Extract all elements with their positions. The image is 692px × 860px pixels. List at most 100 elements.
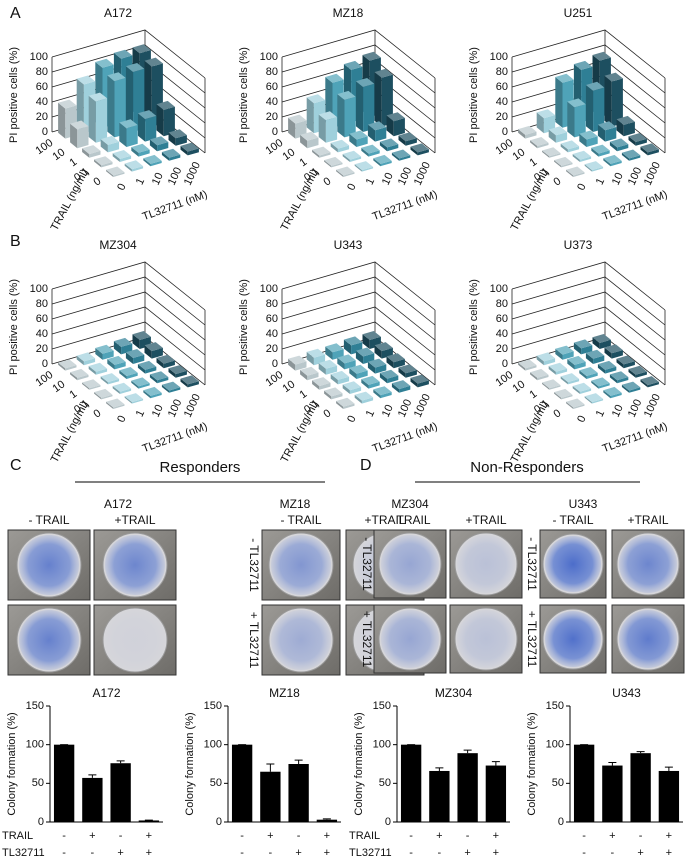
bar-top bbox=[88, 362, 108, 372]
bar-side bbox=[112, 153, 120, 162]
bar-front bbox=[356, 136, 368, 147]
bar-top bbox=[374, 342, 393, 352]
x-tick-label: 1000 bbox=[412, 160, 433, 187]
bar bbox=[391, 149, 411, 161]
x-tick-label: 0 bbox=[345, 182, 358, 193]
bar bbox=[485, 765, 507, 822]
bar-front bbox=[187, 381, 199, 388]
row-label: TL32711 bbox=[2, 847, 45, 859]
bar-top bbox=[100, 135, 120, 145]
bar-top bbox=[542, 379, 561, 389]
sign-label: - bbox=[409, 847, 413, 859]
bar-side bbox=[149, 374, 158, 384]
stain bbox=[381, 535, 439, 593]
bar-side bbox=[379, 141, 388, 152]
bar-top bbox=[94, 156, 113, 166]
bar-top bbox=[367, 121, 387, 131]
bar-top bbox=[592, 51, 611, 61]
bar bbox=[119, 367, 138, 379]
bar-side bbox=[107, 75, 115, 138]
bar-side bbox=[616, 119, 624, 137]
error-bar bbox=[322, 818, 331, 820]
y-tick-label: 1 bbox=[527, 156, 539, 169]
bar bbox=[168, 365, 187, 378]
stain bbox=[19, 535, 79, 595]
bar-front bbox=[591, 398, 604, 404]
bar-side bbox=[361, 147, 369, 157]
bar-side bbox=[518, 362, 526, 371]
z-tick-label: 20 bbox=[496, 111, 508, 123]
bar-side bbox=[567, 359, 575, 370]
z-tick-label: 60 bbox=[36, 313, 48, 325]
group-title: Non-Responders bbox=[470, 459, 583, 476]
stain bbox=[105, 535, 165, 595]
bar-side bbox=[312, 149, 320, 158]
y-tick-label: 0 bbox=[321, 407, 333, 420]
bar-front bbox=[307, 137, 319, 149]
bar-side bbox=[361, 379, 369, 389]
bar-top bbox=[119, 119, 138, 129]
y-axis-title: TRAIL (ng/ml) bbox=[49, 167, 92, 233]
sign-label: + bbox=[609, 830, 615, 842]
x-tick-label: 1000 bbox=[412, 392, 433, 419]
x-tick-label: 1 bbox=[594, 176, 607, 187]
bar bbox=[410, 143, 429, 156]
bar-front bbox=[623, 361, 635, 369]
z-tick-label: 60 bbox=[36, 81, 48, 93]
bar-side bbox=[156, 104, 164, 137]
bar-front bbox=[623, 121, 635, 137]
bar-front bbox=[113, 404, 125, 409]
bar-side bbox=[604, 347, 612, 359]
bar-side bbox=[137, 364, 146, 374]
bar-top bbox=[112, 382, 132, 392]
bar-front bbox=[113, 172, 125, 177]
bar-side bbox=[161, 384, 170, 393]
bar bbox=[53, 744, 75, 822]
bar-front bbox=[573, 172, 585, 177]
bar bbox=[572, 150, 592, 162]
x-tick-label: 10 bbox=[380, 403, 396, 419]
bar-top bbox=[567, 355, 586, 365]
bar bbox=[95, 344, 114, 360]
y-tick-label: 0 bbox=[91, 175, 103, 188]
x-tick-label: 1 bbox=[134, 408, 147, 419]
x-tick-label: 0 bbox=[575, 182, 588, 193]
bar-front bbox=[151, 347, 163, 359]
z-tick-label: 60 bbox=[496, 81, 508, 93]
bar-side bbox=[597, 364, 606, 374]
y-tick-label: 100 bbox=[26, 739, 44, 751]
y-tick-label: 1 bbox=[297, 388, 309, 401]
bar-top bbox=[149, 371, 169, 381]
bar-side bbox=[58, 102, 66, 139]
bar-side bbox=[604, 75, 612, 127]
bar-top bbox=[584, 161, 604, 171]
bar-front bbox=[574, 104, 586, 138]
y-tick-label: 100 bbox=[373, 739, 391, 751]
bar-top bbox=[300, 366, 319, 376]
sign-label: - bbox=[62, 830, 66, 842]
bar-side bbox=[300, 369, 308, 381]
z-tick-label: 80 bbox=[36, 298, 48, 310]
x-axis-title: TL32711 (nM) bbox=[141, 421, 209, 456]
bar bbox=[592, 334, 611, 349]
bar-front bbox=[399, 385, 411, 393]
z-tick-label: 100 bbox=[260, 51, 278, 63]
bar-top bbox=[379, 369, 399, 379]
sign-label: - bbox=[611, 847, 615, 859]
bar-side bbox=[306, 97, 314, 134]
bar-side bbox=[379, 372, 388, 384]
bar-side bbox=[144, 345, 152, 359]
y-tick-label: 0 bbox=[551, 175, 563, 188]
bar-side bbox=[530, 140, 538, 149]
bar-side bbox=[94, 159, 102, 168]
bar-side bbox=[355, 81, 364, 132]
photo-title: MZ18 bbox=[280, 497, 311, 511]
bar-top bbox=[391, 149, 411, 159]
bar-side bbox=[88, 95, 96, 143]
bar bbox=[621, 149, 641, 161]
bar bbox=[82, 145, 101, 158]
bar bbox=[429, 770, 450, 822]
bar-front bbox=[586, 372, 598, 379]
bar-side bbox=[324, 390, 332, 400]
bar-top bbox=[131, 143, 150, 153]
